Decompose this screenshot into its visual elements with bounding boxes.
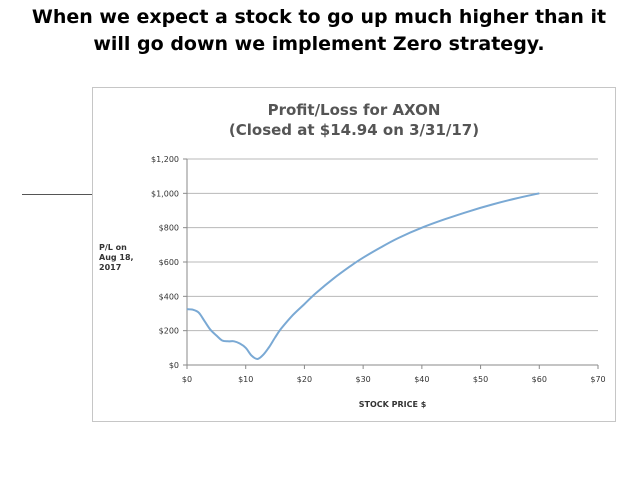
y-tick-label: $1,000 xyxy=(151,189,179,198)
chart-title-block: Profit/Loss for AXON (Closed at $14.94 o… xyxy=(93,100,615,140)
y-tick-label: $0 xyxy=(169,361,179,370)
profit-loss-chart: $0 $200 $400 $600 $800 $1,000 $1,200 $0 $10 $20 $3… xyxy=(151,155,606,409)
heading-line-2: will go down we implement Zero strategy. xyxy=(93,33,545,55)
decorative-rule xyxy=(22,194,92,195)
y-tick-label: $1,200 xyxy=(151,155,179,164)
chart-title: Profit/Loss for AXON xyxy=(267,101,441,119)
x-axis-label: STOCK PRICE $ xyxy=(359,400,427,409)
y-tick-label: $600 xyxy=(159,258,179,267)
y-tick-label: $200 xyxy=(159,327,179,336)
slide-heading: When we expect a stock to go up much hig… xyxy=(0,4,638,58)
x-tick-label: $20 xyxy=(297,375,312,384)
y-tick-label: $400 xyxy=(159,292,179,301)
x-tick-label: $60 xyxy=(532,375,547,384)
x-tick-label: $10 xyxy=(238,375,253,384)
x-tick-label: $40 xyxy=(414,375,429,384)
y-tick-label: $800 xyxy=(159,224,179,233)
y-axis-label: P/L on Aug 18, 2017 xyxy=(99,243,134,272)
x-tick-label: $0 xyxy=(182,375,192,384)
x-tick-label: $70 xyxy=(590,375,605,384)
heading-line-1: When we expect a stock to go up much hig… xyxy=(31,6,607,28)
x-tick-label: $50 xyxy=(473,375,488,384)
chart-frame: Profit/Loss for AXON (Closed at $14.94 o… xyxy=(92,87,616,422)
chart-subtitle: (Closed at $14.94 on 3/31/17) xyxy=(228,121,480,139)
series-line-0 xyxy=(186,192,540,360)
x-tick-label: $30 xyxy=(356,375,371,384)
